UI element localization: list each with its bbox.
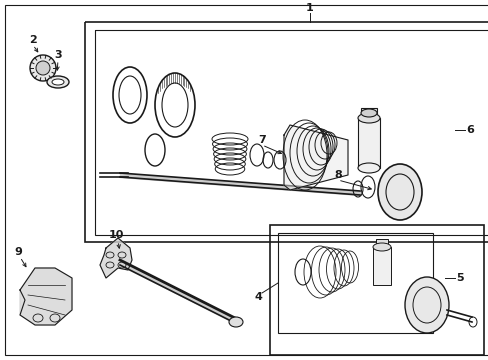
Text: 3: 3	[54, 50, 61, 60]
Ellipse shape	[360, 109, 376, 117]
Ellipse shape	[404, 277, 448, 333]
Bar	[360, 108, 376, 120]
Polygon shape	[20, 268, 72, 325]
Ellipse shape	[372, 243, 390, 251]
Bar	[85, 22, 488, 242]
Text: 1: 1	[305, 3, 313, 13]
Text: 2: 2	[29, 35, 37, 45]
Text: 7: 7	[258, 135, 265, 145]
Bar	[95, 30, 488, 235]
Ellipse shape	[357, 113, 379, 123]
Text: 10: 10	[108, 230, 123, 240]
Polygon shape	[100, 238, 132, 278]
Bar	[375, 239, 387, 249]
Text: 5: 5	[455, 273, 463, 283]
Ellipse shape	[377, 164, 421, 220]
Ellipse shape	[228, 317, 243, 327]
Ellipse shape	[36, 61, 50, 75]
Bar	[269, 225, 483, 355]
Ellipse shape	[30, 55, 56, 81]
Text: 4: 4	[254, 292, 262, 302]
Text: 6: 6	[465, 125, 473, 135]
Bar	[372, 247, 390, 285]
Ellipse shape	[52, 79, 64, 85]
Polygon shape	[284, 125, 347, 190]
Text: 9: 9	[14, 247, 22, 257]
Bar	[278, 233, 432, 333]
Ellipse shape	[357, 163, 379, 173]
Ellipse shape	[47, 76, 69, 88]
Bar	[357, 118, 379, 168]
Text: 8: 8	[333, 170, 341, 180]
